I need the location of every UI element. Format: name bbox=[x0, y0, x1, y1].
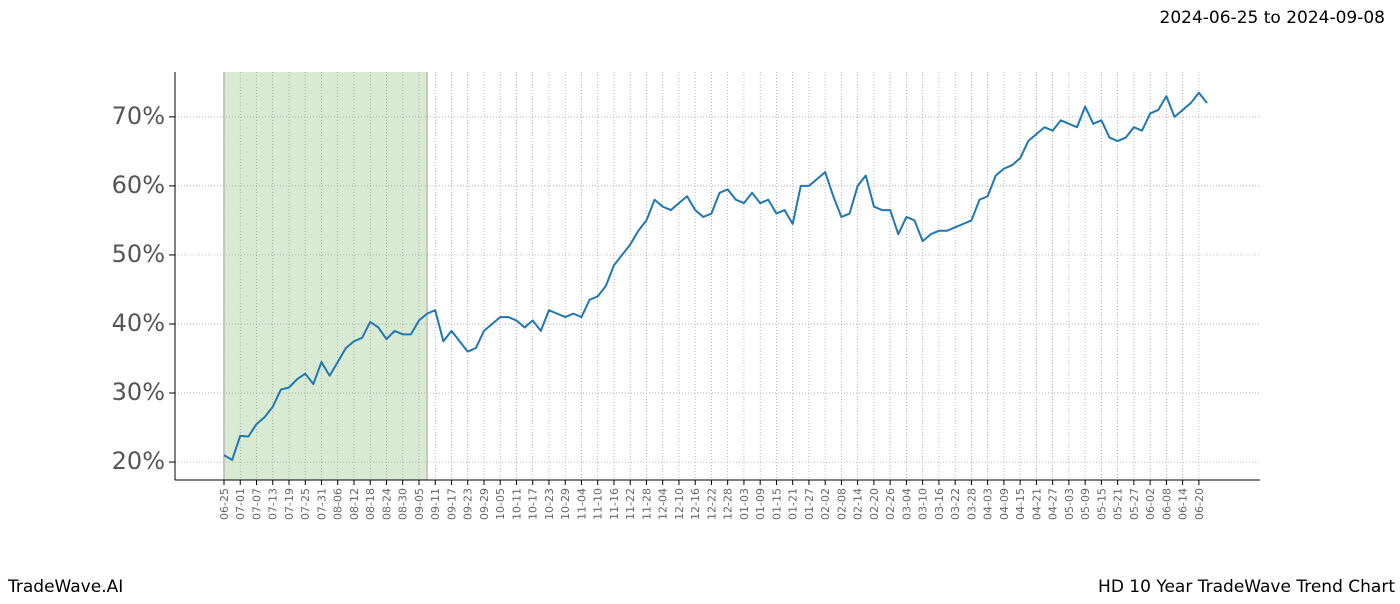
x-tick-label: 10-17 bbox=[527, 488, 540, 520]
x-tick-label: 10-05 bbox=[494, 488, 507, 520]
x-tick-label: 09-17 bbox=[445, 488, 458, 520]
y-tick-label: 60% bbox=[112, 171, 165, 199]
x-tick-label: 09-29 bbox=[478, 488, 491, 520]
x-tick-label: 03-04 bbox=[900, 488, 913, 520]
x-tick-label: 08-30 bbox=[397, 488, 410, 520]
x-tick-label: 12-16 bbox=[689, 488, 702, 520]
x-tick-label: 09-05 bbox=[413, 488, 426, 520]
x-tick-label: 07-19 bbox=[283, 488, 296, 520]
x-tick-label: 05-21 bbox=[1112, 488, 1125, 520]
x-tick-label: 12-04 bbox=[657, 488, 670, 520]
x-tick-label: 04-27 bbox=[1047, 488, 1060, 520]
x-tick-label: 01-21 bbox=[787, 488, 800, 520]
x-tick-label: 01-15 bbox=[770, 488, 783, 520]
x-tick-label: 05-27 bbox=[1128, 488, 1141, 520]
x-tick-label: 01-09 bbox=[754, 488, 767, 520]
x-tick-label: 10-23 bbox=[543, 488, 556, 520]
x-tick-label: 09-11 bbox=[429, 488, 442, 520]
x-tick-label: 11-04 bbox=[575, 488, 588, 520]
x-tick-label: 08-12 bbox=[348, 488, 361, 520]
x-tick-label: 07-07 bbox=[250, 488, 263, 520]
x-tick-label: 09-23 bbox=[462, 488, 475, 520]
x-tick-label: 01-03 bbox=[738, 488, 751, 520]
x-tick-label: 02-20 bbox=[868, 488, 881, 520]
x-tick-label: 06-14 bbox=[1177, 488, 1190, 520]
x-tick-label: 06-02 bbox=[1144, 488, 1157, 520]
x-tick-label: 12-22 bbox=[705, 488, 718, 520]
x-tick-label: 02-08 bbox=[835, 488, 848, 520]
x-tick-label: 03-22 bbox=[949, 488, 962, 520]
y-tick-label: 30% bbox=[112, 378, 165, 406]
x-tick-label: 03-10 bbox=[917, 488, 930, 520]
x-tick-label: 06-20 bbox=[1193, 488, 1206, 520]
x-tick-label: 10-29 bbox=[559, 488, 572, 520]
y-tick-label: 40% bbox=[112, 309, 165, 337]
x-tick-label: 01-27 bbox=[803, 488, 816, 520]
x-tick-label: 04-15 bbox=[1014, 488, 1027, 520]
x-tick-label: 12-28 bbox=[722, 488, 735, 520]
x-tick-label: 10-11 bbox=[510, 488, 523, 520]
y-tick-label: 50% bbox=[112, 240, 165, 268]
x-tick-label: 07-31 bbox=[315, 488, 328, 520]
brand: TradeWave.AI bbox=[7, 577, 123, 597]
x-tick-label: 03-16 bbox=[933, 488, 946, 520]
x-tick-label: 05-09 bbox=[1079, 488, 1092, 520]
x-tick-label: 12-10 bbox=[673, 488, 686, 520]
x-tick-label: 11-28 bbox=[640, 488, 653, 520]
x-tick-label: 11-16 bbox=[608, 488, 621, 520]
x-tick-label: 03-28 bbox=[965, 488, 978, 520]
trend-line bbox=[223, 91, 1208, 461]
y-tick-label: 70% bbox=[112, 102, 165, 130]
x-tick-label: 11-22 bbox=[624, 488, 637, 520]
x-tick-label: 11-10 bbox=[592, 488, 605, 520]
x-tick-label: 05-03 bbox=[1063, 488, 1076, 520]
x-tick-label: 04-09 bbox=[998, 488, 1011, 520]
x-tick-label: 07-25 bbox=[299, 488, 312, 520]
x-tick-label: 04-03 bbox=[982, 488, 995, 520]
highlight-band bbox=[224, 72, 428, 480]
chart-title: HD 10 Year TradeWave Trend Chart bbox=[1098, 577, 1395, 597]
x-tick-label: 06-25 bbox=[218, 488, 231, 520]
x-tick-label: 05-15 bbox=[1095, 488, 1108, 520]
x-tick-label: 02-02 bbox=[819, 488, 832, 520]
x-tick-label: 08-06 bbox=[332, 488, 345, 520]
x-tick-label: 07-01 bbox=[234, 488, 247, 520]
x-tick-label: 06-08 bbox=[1160, 488, 1173, 520]
y-tick-label: 20% bbox=[112, 447, 165, 475]
x-tick-label: 02-14 bbox=[852, 488, 865, 520]
x-tick-label: 07-13 bbox=[267, 488, 280, 520]
date-range: 2024-06-25 to 2024-09-08 bbox=[1160, 8, 1385, 28]
x-tick-label: 08-24 bbox=[380, 488, 393, 520]
x-tick-label: 02-26 bbox=[884, 488, 897, 520]
x-tick-label: 04-21 bbox=[1030, 488, 1043, 520]
x-tick-label: 08-18 bbox=[364, 488, 377, 520]
